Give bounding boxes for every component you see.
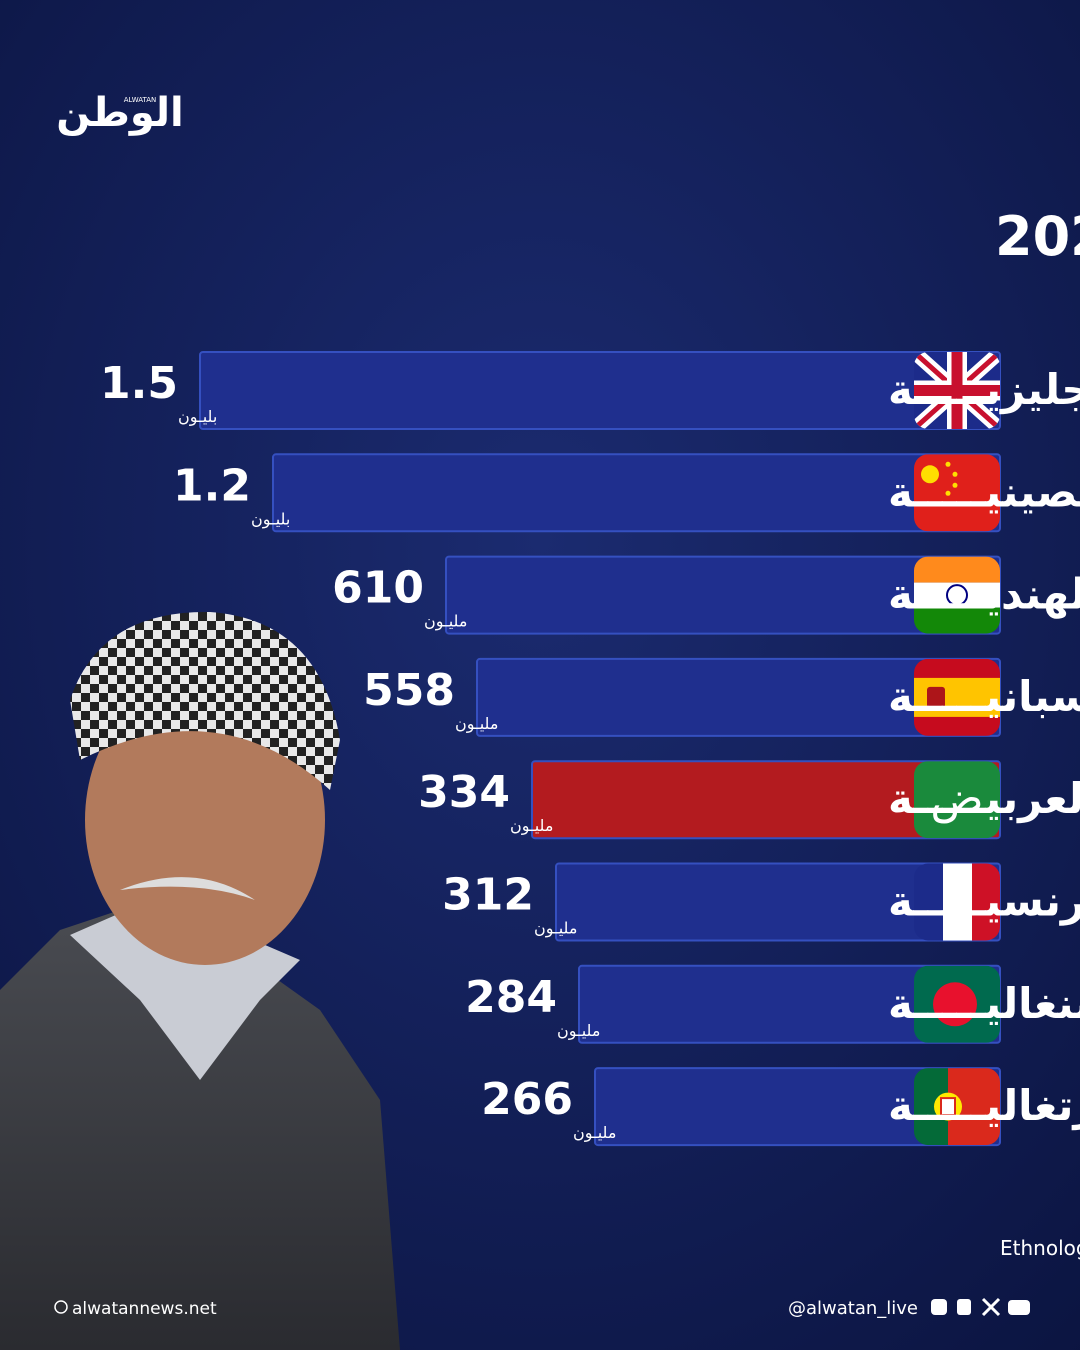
flag <box>914 1068 1000 1146</box>
flag <box>914 454 1000 532</box>
flag <box>914 761 1000 839</box>
person-photo <box>0 611 400 1350</box>
flag <box>952 471 958 477</box>
flag-letter: ض <box>930 773 983 824</box>
flag <box>946 584 968 607</box>
handle: @alwatan_live <box>788 1298 918 1319</box>
unit: مليـون <box>510 816 553 836</box>
title: أكثر اللغات تحدثاً في العالم 2025 <box>995 198 1080 268</box>
logo-latin: ALWATAN <box>124 96 157 104</box>
language-name: الإنجليزيـــــة <box>888 365 1080 415</box>
flag <box>940 1097 956 1117</box>
website: alwatannews.net <box>72 1299 217 1319</box>
unit: مليـون <box>573 1123 616 1143</box>
flag <box>945 490 951 496</box>
language-name: العربيـــــة <box>888 774 1080 824</box>
language-name: الهنديـــــة <box>888 570 1080 620</box>
unit: مليـون <box>424 612 467 632</box>
value: 1.2 <box>173 460 251 511</box>
flag <box>914 607 1000 634</box>
flag <box>914 658 1000 736</box>
flag <box>914 582 1000 608</box>
flag <box>972 863 1000 941</box>
logo: الوطن <box>56 90 183 136</box>
flag <box>914 556 1000 634</box>
unit: مليـون <box>557 1021 600 1041</box>
unit: بليـون <box>251 509 290 529</box>
flag <box>914 556 1000 583</box>
language-name: الصينيـــــة <box>888 467 1080 516</box>
flag <box>914 352 1000 429</box>
flag <box>921 465 939 484</box>
flag <box>914 863 1000 941</box>
unit: بليـون <box>178 407 217 427</box>
language-name: البنغاليـــــة <box>888 979 1080 1028</box>
value: 558 <box>363 665 455 716</box>
flag <box>914 965 1000 1043</box>
globe-icon <box>54 1300 68 1314</box>
flag <box>914 352 1000 429</box>
language-name: البرتغاليـــــة <box>888 1081 1080 1131</box>
value: 334 <box>418 767 510 818</box>
value: 1.5 <box>100 358 178 409</box>
language-name: الإسبانيـــــة <box>888 672 1080 721</box>
bar <box>199 351 1001 430</box>
flag <box>914 863 943 941</box>
flag <box>945 461 951 467</box>
value: 284 <box>465 972 557 1023</box>
value: 312 <box>442 870 534 921</box>
flag <box>927 686 945 709</box>
flag <box>943 863 972 941</box>
flag <box>952 482 958 488</box>
flag <box>933 982 977 1027</box>
unit: مليـون <box>455 714 498 734</box>
language-name: الفرنسيـــــة <box>888 877 1080 927</box>
social-icons <box>931 1297 1030 1317</box>
value: 266 <box>481 1074 573 1125</box>
flag: ض <box>914 761 1000 839</box>
unit: مليـون <box>534 919 577 939</box>
value: 610 <box>332 563 424 614</box>
source: المصدر: Ethnologue <box>1000 1236 1080 1260</box>
